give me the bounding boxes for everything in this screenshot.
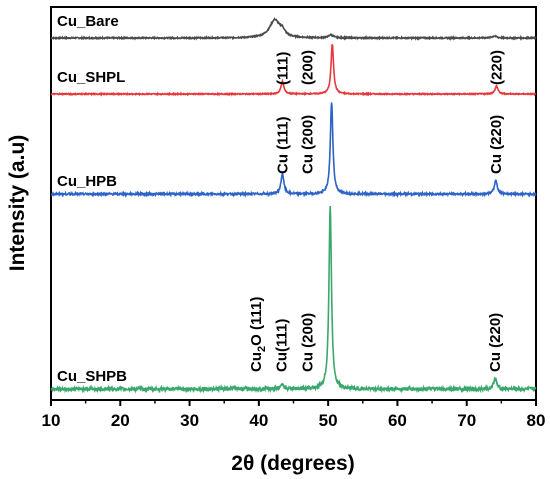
series-label: Cu_SHPL <box>57 69 125 86</box>
x-tick-label: 50 <box>319 411 338 430</box>
peak-label: Cu (111) <box>274 116 291 174</box>
y-axis-title: Intensity (a.u) <box>6 135 29 272</box>
peak-label: Cu (220) <box>487 313 504 372</box>
x-tick-label: 20 <box>111 411 130 430</box>
x-tick-label: 40 <box>249 411 268 430</box>
x-tick-label: 10 <box>42 411 61 430</box>
trace-line <box>50 44 537 97</box>
x-tick-label: 80 <box>527 411 546 430</box>
series-label: Cu_Bare <box>57 13 119 30</box>
trace-line <box>50 16 537 42</box>
peak-label: Cu (200) <box>299 313 316 372</box>
peak-label: Cu(111) <box>274 319 291 372</box>
series-label: Cu_HPB <box>57 173 117 190</box>
peak-label: (111) <box>274 52 291 85</box>
traces: Cu_Bare Cu_SHPL (111) (200) (220) Cu_HPB Cu (1… <box>50 13 537 394</box>
series-label: Cu_SHPB <box>57 368 127 385</box>
x-tick-label: 60 <box>388 411 407 430</box>
trace-cu-shpb: Cu_SHPB Cu2O (111) Cu(111) Cu (200) Cu (220) <box>50 205 537 394</box>
x-axis: 10 20 30 40 50 60 70 80 <box>42 400 546 430</box>
peak-label: (220) <box>489 50 506 85</box>
peak-label: (200) <box>299 50 316 85</box>
trace-cu-hpb: Cu_HPB Cu (111) Cu (200) Cu (220) <box>50 102 537 198</box>
trace-line <box>50 205 537 394</box>
trace-line <box>50 102 537 198</box>
x-axis-title: 2θ (degrees) <box>231 452 354 475</box>
peak-label: Cu (200) <box>299 115 316 174</box>
trace-cu-bare: Cu_Bare <box>50 13 537 42</box>
x-tick-label: 70 <box>457 411 476 430</box>
plot-frame <box>50 6 537 401</box>
peak-label: Cu (220) <box>488 115 505 174</box>
trace-cu-shpl: Cu_SHPL (111) (200) (220) <box>50 44 537 97</box>
peak-label: Cu2O (111) <box>248 297 268 372</box>
x-tick-label: 30 <box>180 411 199 430</box>
